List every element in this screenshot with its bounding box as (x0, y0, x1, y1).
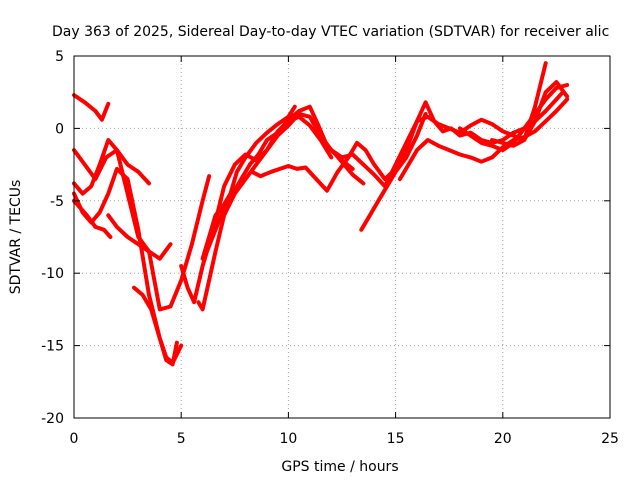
series-line-trace-1 (72, 93, 111, 122)
series-line-trace-17 (490, 80, 570, 148)
grid-lines (74, 56, 610, 418)
series-line-trace-13 (329, 61, 548, 189)
series-line-trace-14 (359, 111, 428, 232)
x-tick-label: 15 (387, 431, 405, 447)
series-line-trace-16 (457, 83, 570, 153)
x-tick-label: 0 (70, 431, 79, 447)
x-tick-label: 5 (177, 431, 186, 447)
chart-title: Day 363 of 2025, Sidereal Day-to-day VTE… (52, 24, 609, 40)
y-axis-title: SDTVAR / TECUs (8, 180, 24, 295)
series-line-trace-15 (397, 97, 570, 182)
x-axis-title: GPS time / hours (281, 459, 398, 475)
data-series (72, 61, 570, 367)
x-tick-label: 10 (279, 431, 297, 447)
plot-frame (73, 55, 611, 419)
y-tick-label: -20 (41, 411, 64, 427)
y-tick-label: 5 (55, 49, 64, 65)
x-tick-label: 20 (494, 431, 512, 447)
y-tick-label: -5 (50, 194, 64, 210)
series-line-trace-8 (179, 114, 334, 305)
series-line-trace-3 (72, 138, 173, 261)
x-tick-label: 25 (601, 431, 619, 447)
series-line-trace-11 (200, 104, 297, 261)
series-line-trace-7 (106, 174, 212, 312)
y-tick-label: 0 (55, 121, 64, 137)
axis-ticks: 0 5 10 15 20 25 -20 -15 -10 -5 0 5 (41, 49, 619, 447)
y-tick-label: -15 (41, 339, 64, 355)
series-line-trace-6 (132, 285, 179, 367)
series-line-trace-2 (72, 148, 151, 186)
y-tick-label: -10 (41, 266, 64, 282)
